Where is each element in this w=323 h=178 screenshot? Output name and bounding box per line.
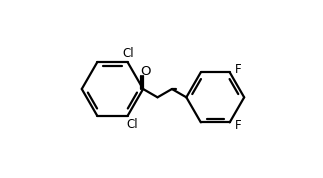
Text: Cl: Cl (123, 47, 134, 60)
Text: F: F (235, 119, 242, 132)
Text: F: F (235, 63, 242, 76)
Text: Cl: Cl (126, 118, 138, 131)
Text: O: O (140, 65, 151, 78)
